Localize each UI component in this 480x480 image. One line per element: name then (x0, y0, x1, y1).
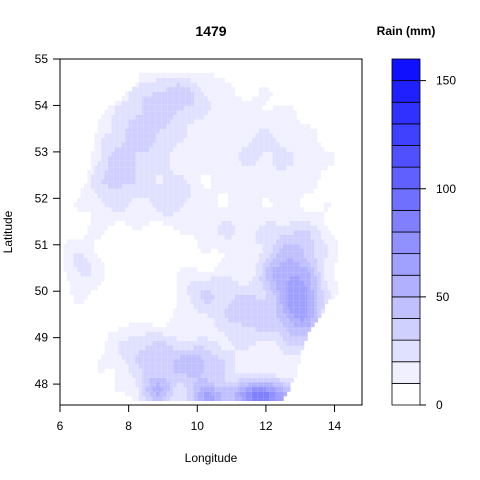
plot-area (60, 70, 362, 405)
rain-cell (324, 72, 329, 79)
rain-cell (279, 395, 284, 401)
chart-title: 1479 (195, 23, 226, 39)
rain-cell (317, 312, 322, 318)
rain-cell (320, 308, 325, 314)
legend-title: Rain (mm) (377, 24, 436, 38)
x-axis-label: Longitude (185, 451, 238, 465)
rain-cell (286, 386, 291, 392)
y-axis-label: Latitude (1, 210, 15, 253)
